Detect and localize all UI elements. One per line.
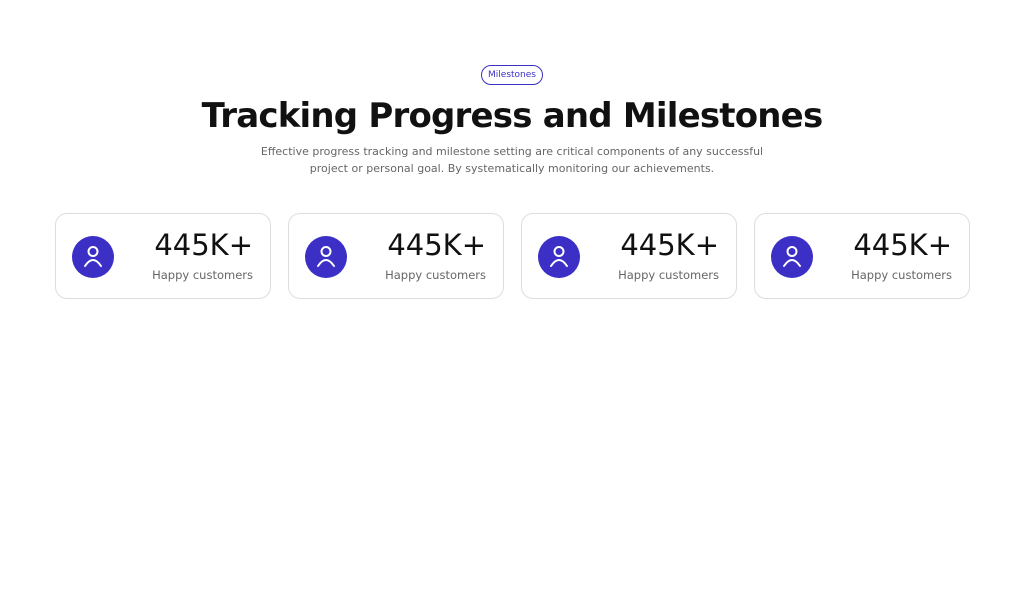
stat-card: 445K+ Happy customers xyxy=(55,213,271,299)
description: Effective progress tracking and mileston… xyxy=(260,145,764,175)
user-icon xyxy=(72,236,114,278)
stat-label: Happy customers xyxy=(152,268,253,282)
stat-value: 445K+ xyxy=(853,228,952,262)
user-icon xyxy=(305,236,347,278)
user-icon xyxy=(771,236,813,278)
stat-value: 445K+ xyxy=(154,228,253,262)
stat-label: Happy customers xyxy=(385,268,486,282)
badge: Milestones xyxy=(481,65,543,85)
stat-value: 445K+ xyxy=(387,228,486,262)
stat-label: Happy customers xyxy=(618,268,719,282)
stats-row: 445K+ Happy customers 445K+ Happy customers… xyxy=(55,213,970,299)
user-icon xyxy=(538,236,580,278)
stat-card: 445K+ Happy customers xyxy=(288,213,504,299)
stat-card: 445K+ Happy customers xyxy=(521,213,737,299)
title: Tracking Progress and Milestones xyxy=(201,96,824,136)
stat-label: Happy customers xyxy=(851,268,952,282)
stat-value: 445K+ xyxy=(620,228,719,262)
stat-card: 445K+ Happy customers xyxy=(754,213,970,299)
